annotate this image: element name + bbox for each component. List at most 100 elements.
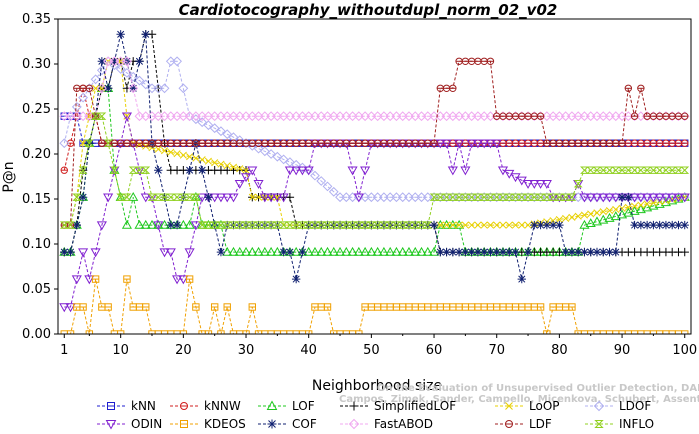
- point-odin-64: [454, 139, 465, 149]
- point-inflo-65: [460, 193, 470, 201]
- point-inflo-5: [84, 139, 94, 147]
- point-ldof-4: [78, 92, 88, 103]
- point-lof-43: [322, 246, 333, 256]
- x-tick-label: 50: [363, 343, 380, 358]
- point-inflo-59: [423, 221, 433, 229]
- point-ldof-17: [159, 83, 170, 94]
- point-odin-29: [234, 180, 245, 189]
- point-cof-61: [436, 247, 445, 257]
- point-inflo-1: [59, 221, 69, 229]
- point-inflo-42: [316, 221, 326, 229]
- point-cof-60: [429, 220, 439, 230]
- point-lof-34: [266, 246, 277, 256]
- point-lof-58: [416, 246, 427, 256]
- point-cof-76: [530, 220, 539, 230]
- x-tick-label: 30: [238, 343, 255, 358]
- x-tick-label: 1: [60, 343, 68, 358]
- point-inflo-23: [197, 221, 207, 229]
- point-loop-28: [229, 163, 238, 171]
- point-cof-65: [461, 247, 470, 257]
- point-cof-3: [72, 220, 82, 230]
- point-lof-42: [316, 246, 327, 256]
- point-lof-63: [447, 219, 458, 229]
- point-odin-5: [84, 275, 95, 285]
- point-cof-18: [166, 220, 176, 230]
- point-odin-11: [121, 112, 132, 122]
- legend-label-knnw: kNNW: [204, 399, 241, 413]
- point-odin-97: [660, 193, 671, 203]
- point-cof-64: [454, 247, 464, 257]
- point-inflo-21: [185, 193, 195, 201]
- y-tick-label: 0.30: [22, 57, 51, 72]
- point-cof-13: [135, 57, 144, 66]
- x-tick-label: 80: [551, 343, 568, 358]
- legend-marker-cof: [267, 419, 277, 429]
- point-cof-88: [605, 247, 614, 257]
- point-odin-78: [541, 180, 552, 189]
- point-inflo-97: [661, 166, 671, 174]
- point-inflo-45: [335, 221, 345, 229]
- point-odin-39: [297, 166, 308, 176]
- y-tick-label: 0.20: [22, 147, 51, 162]
- point-odin-65: [460, 166, 471, 176]
- legend-item-knn: kNN: [97, 399, 156, 413]
- point-odin-100: [679, 193, 690, 203]
- point-inflo-90: [617, 166, 627, 174]
- point-odin-35: [272, 193, 283, 203]
- point-odin-17: [159, 248, 170, 258]
- point-loop-71: [499, 221, 507, 229]
- point-inflo-56: [404, 221, 414, 229]
- point-cof-14: [141, 30, 150, 39]
- point-lof-21: [184, 219, 195, 229]
- legend-item-loop: LoOP: [495, 399, 560, 413]
- y-tick-label: 0.25: [22, 102, 51, 117]
- point-inflo-50: [366, 221, 376, 229]
- legend-item-ldf: LDF: [495, 417, 552, 431]
- point-odin-40: [303, 166, 314, 176]
- point-cof-39: [298, 247, 307, 257]
- point-inflo-17: [160, 193, 169, 201]
- point-odin-38: [291, 166, 302, 176]
- point-cof-98: [667, 220, 677, 230]
- point-inflo-96: [655, 166, 665, 174]
- point-loop-22: [192, 154, 200, 162]
- point-inflo-53: [385, 221, 395, 229]
- point-loop-24: [204, 157, 212, 165]
- point-cof-91: [624, 193, 633, 202]
- point-inflo-85: [586, 166, 596, 174]
- point-cof-86: [592, 247, 602, 257]
- point-odin-26: [215, 193, 227, 203]
- point-inflo-4: [78, 166, 88, 174]
- point-inflo-47: [348, 221, 357, 229]
- point-loop-91: [624, 203, 632, 211]
- point-odin-8: [103, 193, 114, 203]
- point-lof-31: [247, 246, 258, 256]
- point-cof-66: [467, 247, 476, 257]
- point-cof-78: [542, 220, 552, 230]
- point-inflo-20: [178, 193, 188, 201]
- series-layer: [59, 30, 690, 334]
- point-lof-30: [240, 246, 252, 256]
- y-axis-ticks: 0.00 0.05 0.10 0.15 0.20 0.25 0.30 0.35: [22, 12, 58, 342]
- y-tick-label: 0.10: [22, 237, 51, 252]
- point-loop-92: [631, 202, 639, 210]
- point-inflo-71: [498, 193, 508, 201]
- point-ldof-3: [71, 101, 82, 112]
- point-cof-67: [473, 247, 483, 257]
- point-loop-4: [79, 139, 87, 147]
- point-inflo-37: [285, 221, 295, 229]
- point-cof-89: [611, 247, 620, 257]
- point-loop-27: [223, 162, 231, 170]
- point-lof-57: [410, 246, 421, 256]
- point-loop-81: [562, 214, 570, 222]
- point-loop-86: [593, 209, 601, 217]
- legend-marker-lof: [266, 400, 278, 410]
- watermark-citation-line1: On the Evaluation of Unsupervised Outlie…: [377, 383, 699, 394]
- series-line-inflo: [64, 115, 685, 226]
- point-odin-30: [240, 173, 252, 183]
- point-cof-4: [78, 193, 88, 202]
- point-cof-90: [617, 193, 627, 202]
- point-odin-70: [491, 139, 502, 149]
- point-lof-50: [366, 246, 377, 256]
- point-inflo-33: [260, 221, 270, 229]
